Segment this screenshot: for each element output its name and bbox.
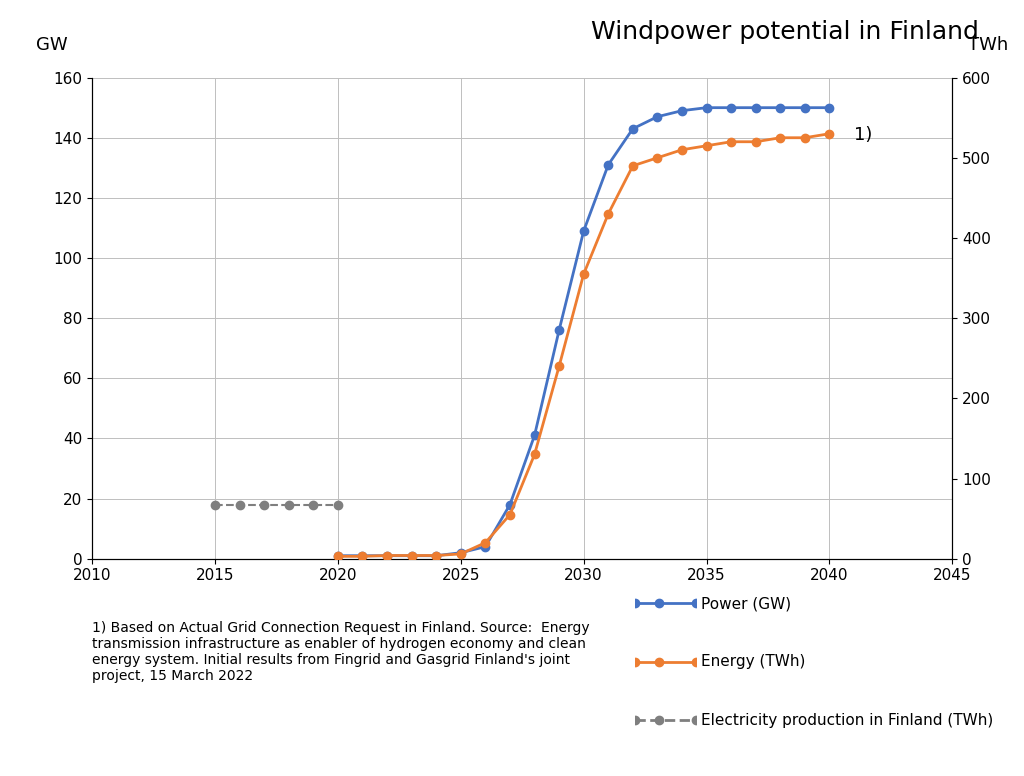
Power (GW) xyxy=(700,103,713,113)
Line: Energy (TWh): Energy (TWh) xyxy=(334,130,834,560)
Electricity production in Finland (TWh) xyxy=(233,500,246,509)
Line: Electricity production in Finland (TWh): Electricity production in Finland (TWh) xyxy=(211,501,342,509)
Energy (TWh) xyxy=(676,145,688,154)
Power (GW) xyxy=(651,112,664,121)
Energy (TWh) xyxy=(504,510,516,519)
Energy (TWh) xyxy=(578,269,590,279)
Electricity production in Finland (TWh) xyxy=(209,500,221,509)
Electricity production in Finland (TWh) xyxy=(332,500,344,509)
Text: Power (GW): Power (GW) xyxy=(701,596,792,611)
Power (GW) xyxy=(578,227,590,236)
Power (GW) xyxy=(528,431,541,440)
Power (GW) xyxy=(602,160,614,169)
Energy (TWh) xyxy=(651,153,664,162)
Text: 1) Based on Actual Grid Connection Request in Finland. Source:  Energy
transmiss: 1) Based on Actual Grid Connection Reque… xyxy=(92,621,590,684)
Energy (TWh) xyxy=(455,549,467,559)
Power (GW) xyxy=(430,551,442,560)
Electricity production in Finland (TWh) xyxy=(283,500,295,509)
Energy (TWh) xyxy=(799,133,811,143)
Power (GW) xyxy=(676,106,688,116)
Energy (TWh) xyxy=(774,133,786,143)
Power (GW) xyxy=(356,551,369,560)
Power (GW) xyxy=(332,551,344,560)
Energy (TWh) xyxy=(750,137,762,147)
Energy (TWh) xyxy=(381,551,393,560)
Text: 1): 1) xyxy=(854,126,872,144)
Energy (TWh) xyxy=(479,538,492,547)
Power (GW) xyxy=(774,103,786,113)
Energy (TWh) xyxy=(332,552,344,561)
Energy (TWh) xyxy=(700,141,713,151)
Power (GW) xyxy=(627,124,639,133)
Line: Power (GW): Power (GW) xyxy=(334,103,834,559)
Energy (TWh) xyxy=(430,551,442,560)
Power (GW) xyxy=(799,103,811,113)
Energy (TWh) xyxy=(406,551,418,560)
Power (GW) xyxy=(750,103,762,113)
Electricity production in Finland (TWh) xyxy=(258,500,270,509)
Power (GW) xyxy=(381,551,393,560)
Energy (TWh) xyxy=(553,362,565,371)
Energy (TWh) xyxy=(528,450,541,459)
Power (GW) xyxy=(504,500,516,509)
Text: GW: GW xyxy=(36,36,68,54)
Energy (TWh) xyxy=(356,552,369,561)
Power (GW) xyxy=(553,326,565,335)
Text: Windpower potential in Finland: Windpower potential in Finland xyxy=(591,20,979,44)
Energy (TWh) xyxy=(725,137,737,147)
Power (GW) xyxy=(725,103,737,113)
Power (GW) xyxy=(406,551,418,560)
Energy (TWh) xyxy=(602,210,614,219)
Power (GW) xyxy=(823,103,836,113)
Power (GW) xyxy=(479,542,492,551)
Text: TWh: TWh xyxy=(968,36,1009,54)
Text: Energy (TWh): Energy (TWh) xyxy=(701,654,806,670)
Power (GW) xyxy=(455,548,467,557)
Energy (TWh) xyxy=(627,161,639,171)
Text: Electricity production in Finland (TWh): Electricity production in Finland (TWh) xyxy=(701,712,993,728)
Energy (TWh) xyxy=(823,129,836,138)
Electricity production in Finland (TWh) xyxy=(307,500,319,509)
